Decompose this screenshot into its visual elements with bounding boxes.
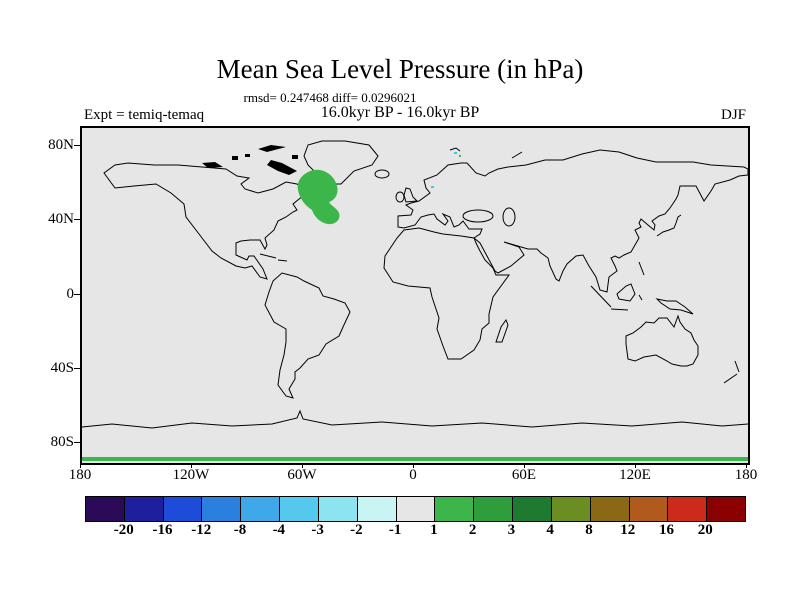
colorbar-segment [280, 497, 319, 521]
colorbar-tick-label: -20 [113, 522, 134, 538]
positive-anomaly-region [297, 169, 340, 225]
colorbar-tick-label: 16 [658, 522, 674, 538]
lat-tick-label: 40N [48, 211, 74, 228]
colorbar-tick-label: -1 [388, 522, 402, 538]
period-line: 16.0kyr BP - 16.0kyr BP [320, 104, 480, 121]
arctic-archipelago-islands [202, 145, 298, 175]
colorbar-tick-label: 8 [585, 522, 593, 538]
colorbar-tick-label: -12 [191, 522, 212, 538]
season-label: DJF [720, 107, 746, 123]
lon-tick-label: 60E [511, 467, 537, 483]
lat-tick-mark [74, 293, 80, 295]
colorbar-tick-label: 3 [507, 522, 516, 538]
colorbar-segment [86, 497, 125, 521]
lon-tick-mark [413, 463, 414, 468]
colorbar-segment [124, 497, 164, 521]
lon-tick-label: 120W [172, 467, 210, 483]
colorbar-tick-label: 1 [430, 522, 438, 538]
lon-tick-label: 0 [409, 467, 417, 483]
negative-anomaly-speck [454, 152, 457, 154]
colorbar-segment [202, 497, 242, 521]
lon-tick-mark [191, 463, 192, 468]
colorbar-segment [396, 497, 436, 521]
lon-tick-mark [302, 463, 303, 468]
colorbar-tick-label: -16 [152, 522, 173, 538]
colorbar-segment [163, 497, 203, 521]
map-plot-area [80, 126, 750, 465]
colorbar-segment [590, 497, 630, 521]
lat-tick-label: 80S [50, 434, 74, 451]
page-title: Mean Sea Level Pressure (in hPa) [216, 54, 584, 84]
colorbar-tick-label: -3 [311, 522, 324, 538]
lat-tick-mark [74, 367, 80, 369]
lon-tick-label: 180 [68, 467, 92, 483]
lon-tick-mark [746, 463, 747, 468]
colorbar-tick-label: -2 [350, 522, 363, 538]
negative-anomaly-speck [431, 186, 434, 188]
colorbar-tick-label: -4 [272, 522, 286, 538]
colorbar-labels: -20 -16 -12 -8 -4 -3 -2 -1 1 2 3 4 8 12 16 20 [85, 522, 744, 542]
positive-anomaly-speck [459, 155, 461, 157]
lon-tick-mark [524, 463, 525, 468]
colorbar-segment [241, 497, 281, 521]
colorbar-segment [551, 497, 591, 521]
colorbar-segment [629, 497, 669, 521]
lat-tick-label: 40S [50, 359, 74, 376]
lat-tick-mark [74, 219, 80, 221]
antarctic-anomaly-strip [82, 457, 748, 461]
lon-tick-label: 60W [287, 467, 317, 483]
colorbar-tick-label: 2 [468, 522, 477, 538]
stats-line: rmsd= 0.247468 diff= 0.0296021 [243, 90, 417, 105]
colorbar [85, 496, 746, 522]
experiment-label: Expt = temiq-temaq [84, 107, 205, 123]
lat-tick-label: 0 [66, 285, 75, 302]
lat-tick-mark [74, 144, 80, 146]
world-map-svg [82, 140, 748, 461]
colorbar-segment [357, 497, 397, 521]
colorbar-segment [318, 497, 358, 521]
colorbar-segment [668, 497, 708, 521]
colorbar-tick-label: 4 [546, 522, 554, 538]
colorbar-segment [474, 497, 514, 521]
colorbar-tick-label: 12 [620, 522, 636, 538]
lat-tick-label: 80N [48, 136, 74, 153]
colorbar-tick-label: -8 [233, 522, 247, 538]
lon-tick-mark [80, 463, 81, 468]
colorbar-tick-label: 20 [697, 522, 713, 538]
lon-tick-label: 120E [619, 467, 651, 483]
coastlines [82, 140, 748, 429]
lon-tick-label: 180 [734, 467, 758, 483]
colorbar-segment [513, 497, 552, 521]
lon-tick-mark [635, 463, 636, 468]
lat-tick-mark [74, 442, 80, 444]
colorbar-segment [435, 497, 475, 521]
colorbar-segment [707, 497, 746, 521]
